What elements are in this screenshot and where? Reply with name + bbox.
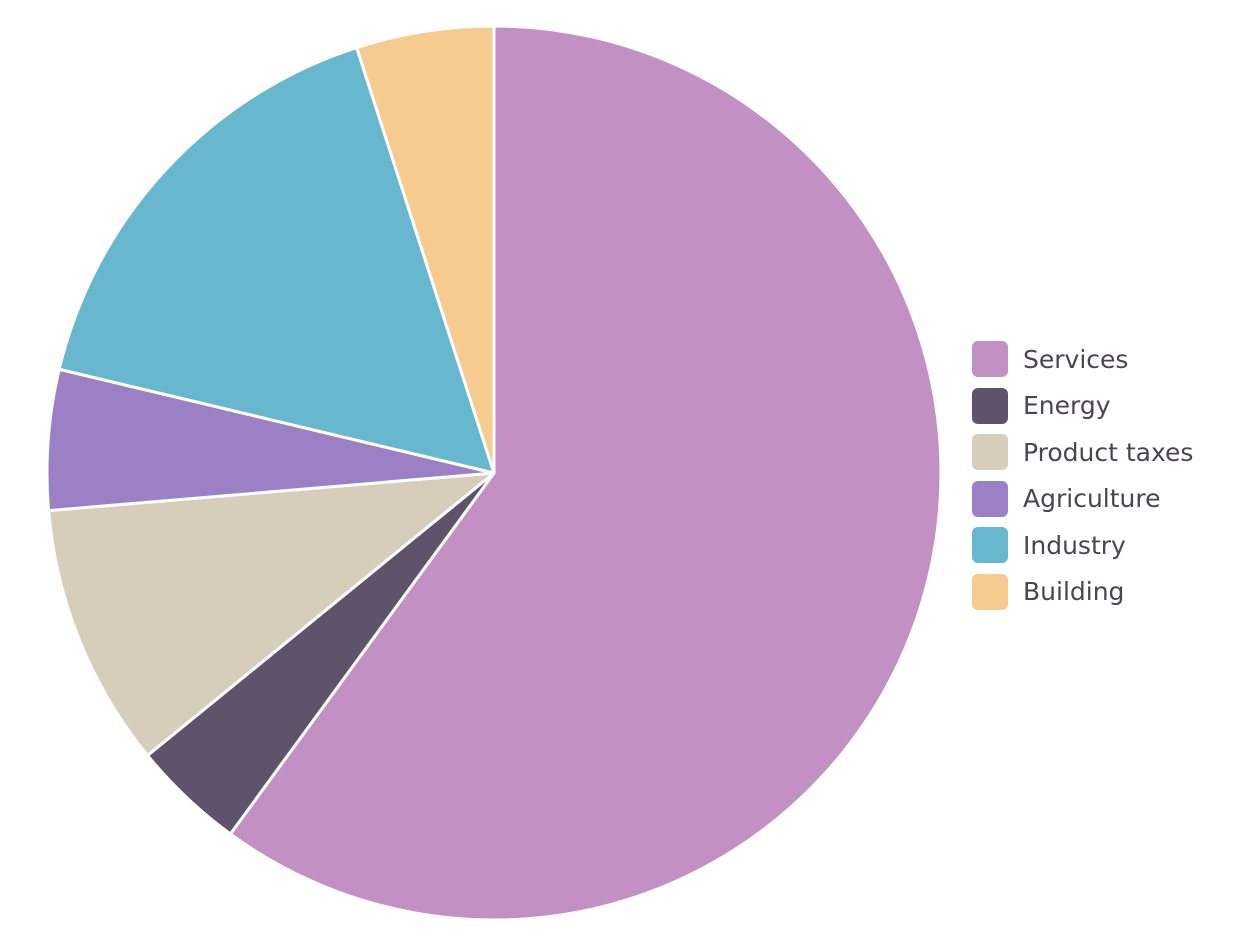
legend-swatch-industry xyxy=(972,527,1008,564)
pie-slice-industry xyxy=(57,46,496,475)
legend-label-building: Building xyxy=(1023,577,1125,607)
legend-item-agriculture: Agriculture xyxy=(972,476,1193,523)
legend-label-industry: Industry xyxy=(1023,530,1126,560)
pie-slice-agriculture xyxy=(45,367,496,513)
pie-slice-product-taxes xyxy=(47,471,496,757)
legend-item-services: Services xyxy=(972,336,1193,383)
legend-swatch-agriculture xyxy=(972,480,1008,517)
legend-label-agriculture: Agriculture xyxy=(1023,484,1161,514)
legend-item-industry: Industry xyxy=(972,522,1193,569)
legend-label-product-taxes: Product taxes xyxy=(1023,437,1194,467)
chart-legend: Services Energy Product taxes Agricultur… xyxy=(972,336,1193,615)
legend-item-energy: Energy xyxy=(972,383,1193,430)
legend-label-energy: Energy xyxy=(1023,391,1111,421)
legend-swatch-product-taxes xyxy=(972,434,1008,471)
pie-slice-building xyxy=(355,24,496,475)
legend-item-building: Building xyxy=(972,569,1193,616)
pie-slice-services xyxy=(228,24,943,922)
legend-swatch-services xyxy=(972,341,1008,378)
legend-item-product-taxes: Product taxes xyxy=(972,429,1193,476)
legend-swatch-energy xyxy=(972,387,1008,424)
legend-swatch-building xyxy=(972,573,1008,610)
legend-label-services: Services xyxy=(1023,344,1129,374)
